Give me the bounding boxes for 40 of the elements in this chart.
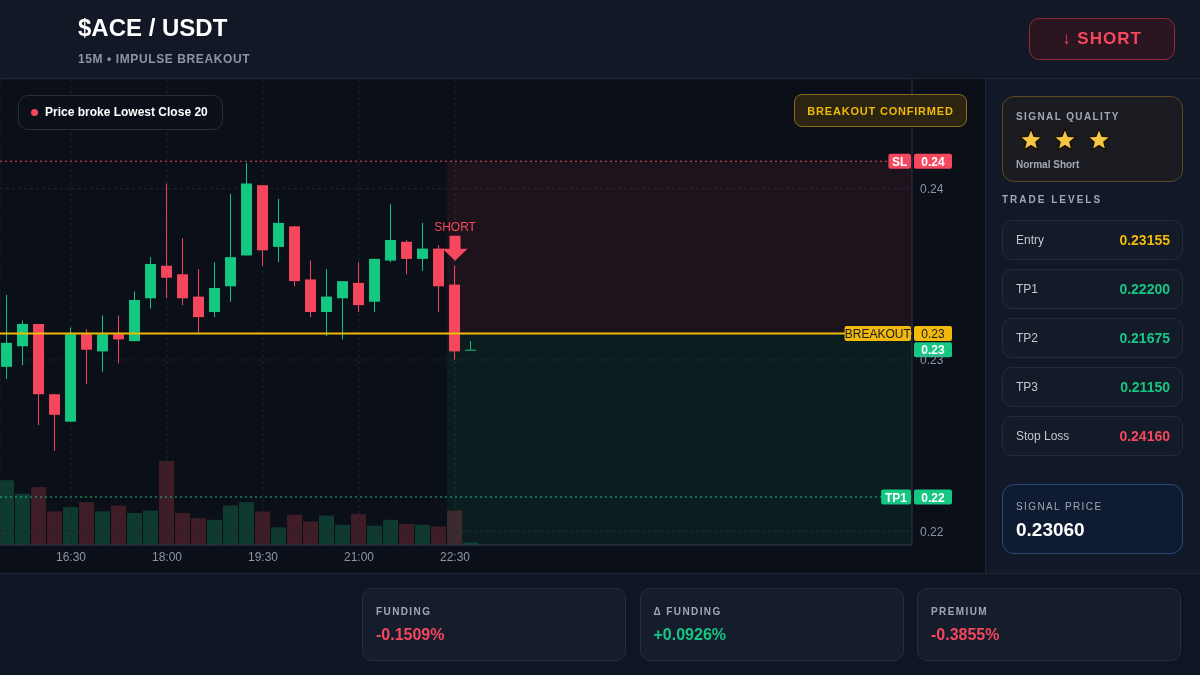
- y-tick-label: 0.23: [920, 353, 944, 368]
- category-label: TP2: [1016, 330, 1039, 346]
- data-label: +0.0926%: [653, 625, 727, 645]
- y-tick-label: 0.22: [920, 524, 944, 539]
- ref-line-label: BREAKOUT: [844, 326, 912, 341]
- button: ↓ SHORT: [1029, 18, 1175, 60]
- ref-line-label: TP1: [885, 490, 908, 505]
- category-label: TP1: [1016, 281, 1039, 297]
- text: TRADE LEVELS: [1002, 194, 1103, 206]
- category-label: TP3: [1016, 379, 1039, 395]
- badge: BREAKOUT CONFIRMED: [794, 94, 967, 127]
- ref-line-label: SL: [892, 154, 908, 169]
- text: SIGNAL QUALITY: [1016, 111, 1120, 123]
- category-label: FUNDING: [376, 606, 432, 618]
- text: Normal Short: [1016, 159, 1080, 171]
- data-label: 0.24160: [1119, 427, 1170, 445]
- badge: Price broke Lowest Close 20: [18, 95, 223, 130]
- data-label: -0.1509%: [376, 625, 445, 645]
- text: SIGNAL PRICE: [1016, 501, 1103, 513]
- text: 0.23060: [1016, 519, 1085, 540]
- annotation: BREAKOUT CONFIRMED: [807, 103, 954, 118]
- data-label: -0.3855%: [931, 625, 1000, 645]
- x-tick-label: 18:00: [152, 549, 183, 564]
- x-tick-label: 21:00: [344, 549, 375, 564]
- chart-title: $ACE / USDT: [78, 13, 228, 43]
- data-label: 0.23155: [1119, 231, 1170, 249]
- x-tick-label: 22:30: [440, 549, 471, 564]
- data-label: 0.22200: [1119, 280, 1170, 298]
- x-tick-label: 19:30: [248, 549, 279, 564]
- category-label: PREMIUM: [931, 606, 989, 618]
- data-label: 0.21675: [1119, 329, 1170, 347]
- annotation: SHORT: [434, 219, 477, 234]
- data-label: 0.21150: [1120, 378, 1170, 396]
- y-tick-label: 0.24: [920, 181, 944, 196]
- chart-subtitle: 15M • IMPULSE BREAKOUT: [78, 52, 251, 67]
- x-tick-label: 16:30: [56, 549, 87, 564]
- annotation: Price broke Lowest Close 20: [45, 105, 208, 120]
- category-label: Stop Loss: [1016, 428, 1070, 444]
- category-label: Δ FUNDING: [653, 606, 722, 618]
- category-label: Entry: [1016, 232, 1045, 248]
